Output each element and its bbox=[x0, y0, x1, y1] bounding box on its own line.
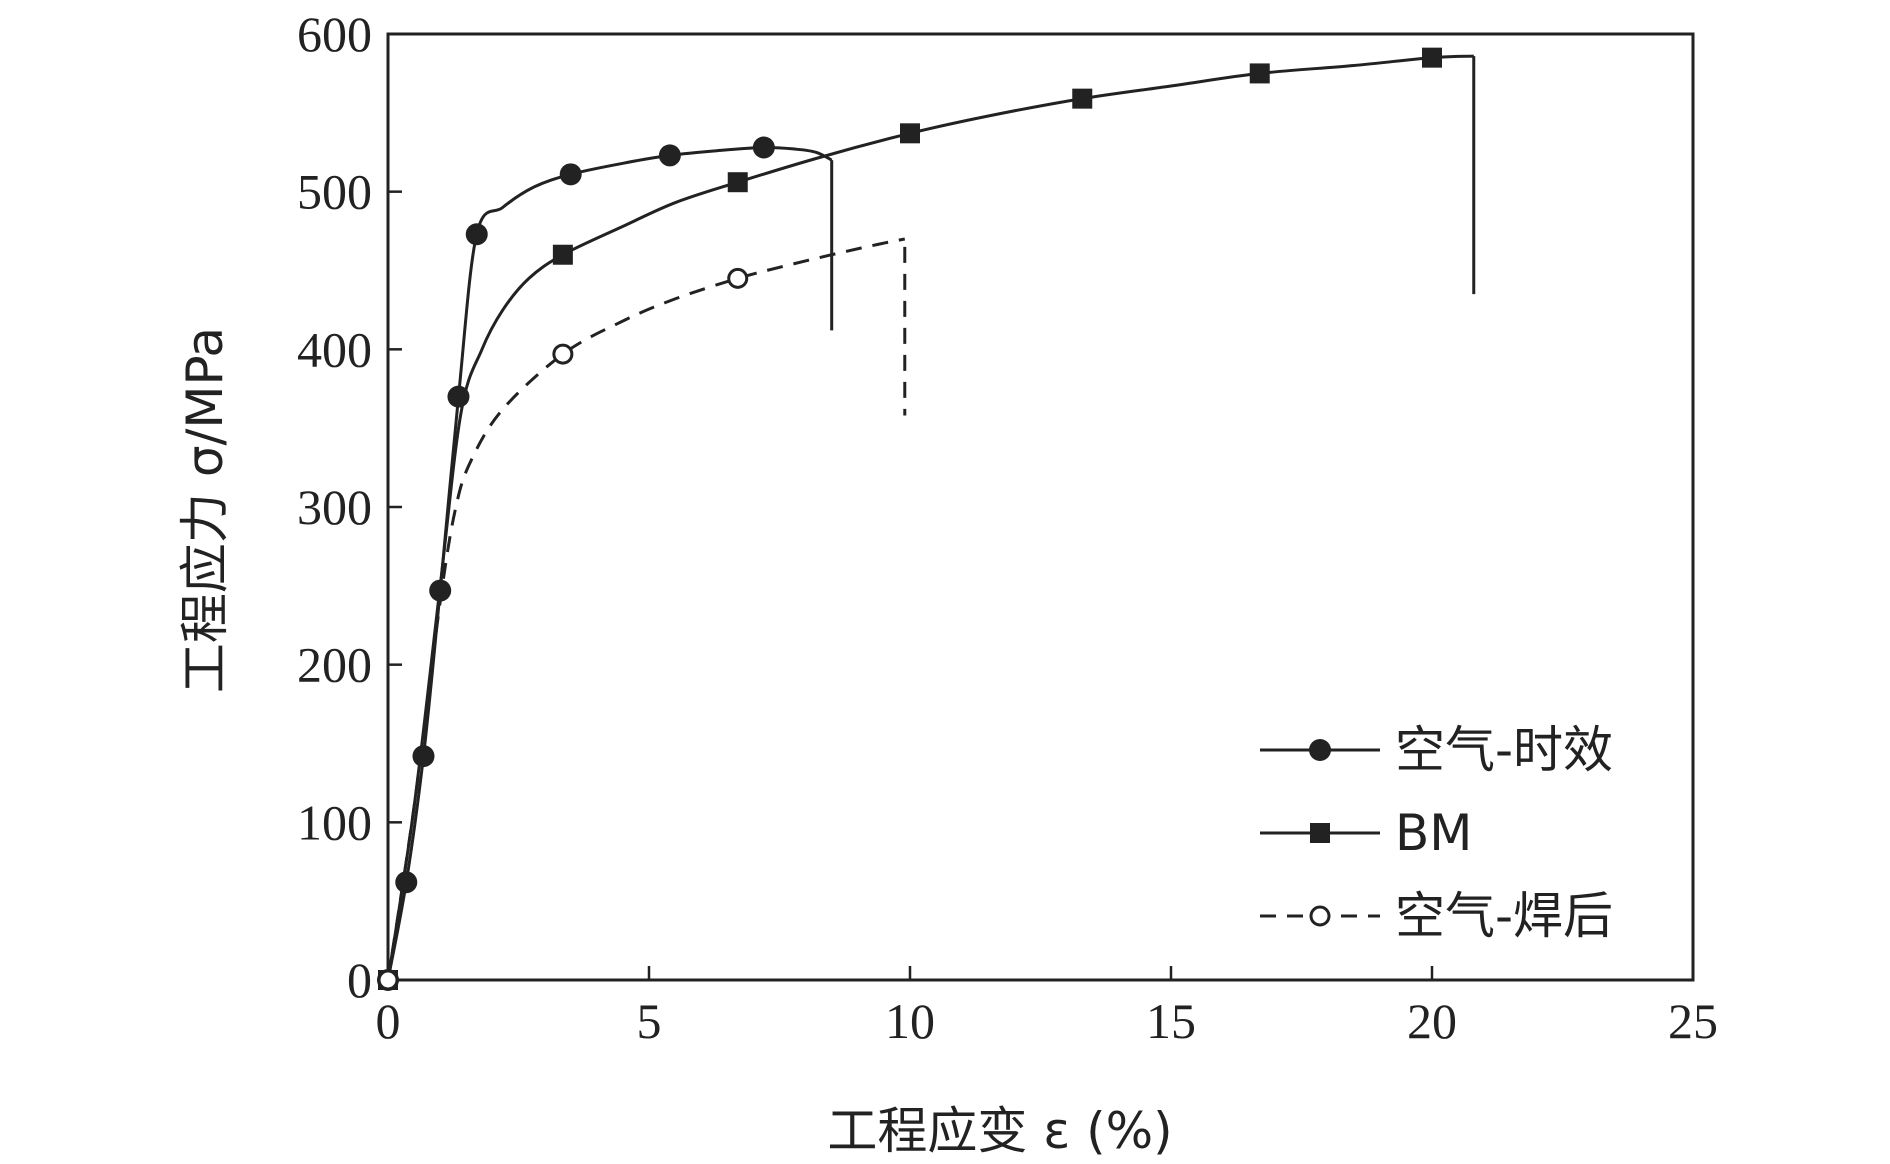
legend-label-air-aged: 空气-时效 bbox=[1395, 721, 1613, 779]
data-point-bm bbox=[552, 244, 573, 265]
y-tick-label: 100 bbox=[297, 794, 372, 850]
y-tick-label: 200 bbox=[297, 637, 372, 693]
data-point-bm bbox=[1072, 88, 1093, 109]
plot-frame bbox=[386, 32, 1695, 982]
legend-marker-air-aged bbox=[1309, 739, 1331, 761]
series-line-bm bbox=[386, 54, 1474, 981]
legend-item-air-aged: 空气-时效 bbox=[1260, 721, 1613, 779]
x-tick-label: 25 bbox=[1668, 993, 1718, 1049]
legend-item-air-welded: 空气-焊后 bbox=[1260, 887, 1613, 945]
series-layer bbox=[377, 47, 1476, 991]
data-point-air-aged bbox=[658, 144, 681, 167]
y-axis-title: 工程应力 σ/MPa bbox=[176, 327, 234, 693]
axes: 0 5 10 15 20 25 0 100 200 300 400 500 600 bbox=[297, 6, 1718, 1049]
x-axis-title: 工程应变 ε (%) bbox=[827, 1102, 1172, 1160]
legend-label-air-welded: 空气-焊后 bbox=[1395, 887, 1613, 945]
x-tick-label: 5 bbox=[637, 993, 662, 1049]
y-tick-label: 300 bbox=[297, 479, 372, 535]
legend-marker-air-welded bbox=[1309, 905, 1331, 927]
y-tick-label: 400 bbox=[297, 321, 372, 377]
x-tick-label: 10 bbox=[885, 993, 935, 1049]
data-point-air-aged bbox=[752, 136, 775, 159]
series-air-welded bbox=[377, 237, 907, 991]
legend: 空气-时效 BM 空气-焊后 bbox=[1260, 721, 1613, 945]
data-point-air-aged bbox=[559, 163, 582, 186]
data-point-bm bbox=[1249, 63, 1270, 84]
data-point-bm bbox=[727, 172, 748, 193]
y-tick-label: 0 bbox=[347, 952, 372, 1008]
data-point-air-aged bbox=[465, 223, 488, 246]
y-tick-label: 600 bbox=[297, 6, 372, 62]
data-point-bm bbox=[900, 123, 920, 144]
legend-label-bm: BM bbox=[1395, 804, 1472, 862]
series-bm bbox=[378, 47, 1476, 990]
legend-item-bm: BM bbox=[1260, 804, 1472, 862]
series-line-air-welded bbox=[386, 237, 906, 981]
series-line-air-aged bbox=[386, 145, 833, 981]
data-point-air-welded bbox=[727, 267, 749, 289]
data-point-air-aged bbox=[412, 745, 435, 768]
data-point-air-welded bbox=[552, 343, 574, 365]
legend-marker-bm bbox=[1310, 823, 1330, 843]
data-point-air-welded bbox=[377, 969, 399, 991]
y-tick-label: 500 bbox=[297, 164, 372, 220]
x-tick-label: 20 bbox=[1407, 993, 1457, 1049]
data-point-bm bbox=[1422, 47, 1442, 68]
x-tick-label: 0 bbox=[376, 993, 401, 1049]
x-tick-label: 15 bbox=[1146, 993, 1196, 1049]
series-air-aged bbox=[377, 136, 834, 991]
data-point-air-aged bbox=[395, 871, 418, 894]
